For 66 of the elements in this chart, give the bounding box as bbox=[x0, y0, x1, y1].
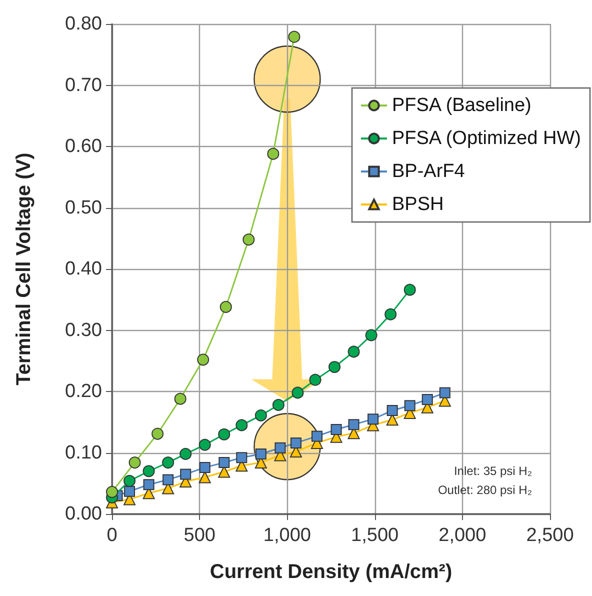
point bbox=[288, 30, 300, 43]
y-tick-label: 0.30 bbox=[65, 320, 102, 341]
x-tick-label: 1,000 bbox=[263, 525, 311, 546]
point bbox=[348, 346, 360, 358]
point bbox=[236, 419, 248, 432]
x-tick-label: 500 bbox=[184, 525, 216, 546]
point bbox=[142, 465, 155, 478]
annotation: Outlet: 280 psi H₂ bbox=[438, 483, 532, 497]
point bbox=[439, 387, 450, 398]
y-axis-title: Terminal Cell Voltage (V) bbox=[13, 152, 35, 386]
point bbox=[162, 456, 174, 469]
y-tick-label: 0.50 bbox=[65, 197, 102, 218]
point bbox=[218, 428, 230, 440]
y-tick-label: 0.20 bbox=[65, 381, 102, 402]
x-tick-label: 1,500 bbox=[351, 525, 399, 546]
point bbox=[348, 419, 360, 430]
y-tick-label: 0.80 bbox=[65, 14, 102, 34]
legend-label: PFSA (Optimized HW) bbox=[392, 128, 581, 149]
legend-label: BPSH bbox=[392, 194, 444, 215]
point bbox=[267, 148, 280, 160]
point bbox=[242, 234, 255, 246]
x-tick-label: 2,000 bbox=[438, 525, 486, 546]
point bbox=[365, 329, 378, 342]
y-tick-label: 0.60 bbox=[65, 136, 102, 157]
y-tick-label: 0.00 bbox=[65, 504, 102, 524]
point bbox=[386, 404, 398, 416]
point bbox=[274, 442, 286, 454]
point bbox=[180, 468, 192, 480]
point bbox=[330, 424, 342, 435]
point bbox=[124, 486, 136, 497]
point bbox=[384, 308, 397, 320]
point bbox=[124, 474, 136, 487]
y-tick-label: 0.10 bbox=[65, 442, 102, 464]
point bbox=[220, 300, 232, 313]
point bbox=[236, 452, 248, 464]
point bbox=[311, 430, 322, 442]
point bbox=[254, 409, 267, 422]
point bbox=[368, 414, 379, 425]
point bbox=[272, 398, 284, 411]
point bbox=[180, 448, 192, 460]
point bbox=[218, 457, 230, 468]
y-tick-label: 0.40 bbox=[65, 258, 102, 280]
point bbox=[290, 437, 302, 448]
point bbox=[404, 284, 416, 296]
point bbox=[162, 474, 174, 486]
point bbox=[198, 438, 211, 451]
point bbox=[328, 361, 341, 373]
y-tick-label: 0.70 bbox=[65, 74, 102, 96]
legend-label: BP-ArF4 bbox=[392, 161, 466, 182]
point bbox=[422, 394, 433, 405]
point bbox=[128, 456, 141, 469]
point bbox=[199, 462, 210, 473]
point bbox=[292, 386, 304, 399]
point bbox=[197, 354, 210, 366]
point bbox=[255, 448, 266, 460]
x-tick-label: 0 bbox=[106, 525, 118, 546]
point bbox=[309, 374, 322, 386]
annotation: Inlet: 35 psi H₂ bbox=[454, 464, 532, 478]
point bbox=[174, 392, 186, 405]
point bbox=[152, 428, 164, 440]
legend-label: PFSA (Baseline) bbox=[392, 95, 532, 116]
point bbox=[106, 486, 118, 498]
point bbox=[143, 479, 154, 490]
x-axis-title: Current Density (mA/cm²) bbox=[210, 561, 452, 583]
point bbox=[404, 400, 416, 412]
x-tick-label: 2,500 bbox=[526, 525, 574, 546]
